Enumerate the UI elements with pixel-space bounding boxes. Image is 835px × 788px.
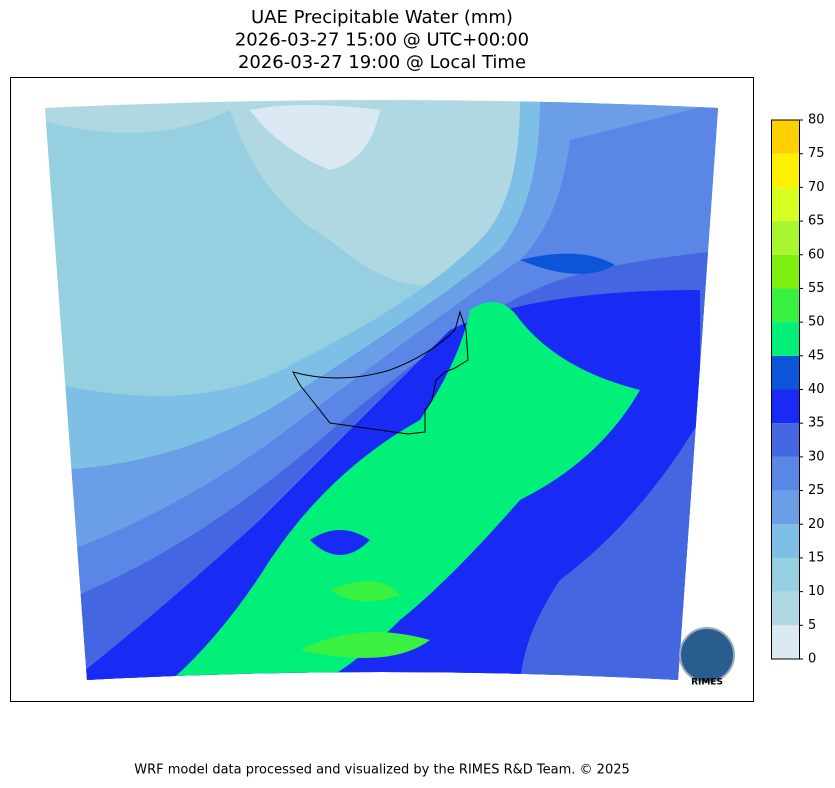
colorbar-tick-label: 25 — [808, 483, 825, 498]
title-line: 2026-03-27 19:00 @ Local Time — [238, 52, 526, 73]
title-block: UAE Precipitable Water (mm)2026-03-27 15… — [235, 7, 529, 73]
colorbar-tick-label: 65 — [808, 214, 825, 229]
colorbar-tick-label: 50 — [808, 315, 825, 330]
colorbar-segment — [771, 591, 799, 626]
colorbar-tick-label: 80 — [808, 113, 825, 128]
colorbar-tick-label: 70 — [808, 180, 825, 195]
map — [45, 100, 718, 680]
colorbar-segment — [771, 389, 799, 424]
colorbar-tick-label: 20 — [808, 517, 825, 532]
title-line: UAE Precipitable Water (mm) — [251, 7, 513, 28]
colorbar-segment — [771, 490, 799, 525]
colorbar-segment — [771, 557, 799, 592]
colorbar-segment — [771, 288, 799, 323]
colorbar-segment — [771, 524, 799, 558]
colorbar-segment — [771, 120, 799, 154]
colorbar-tick-label: 15 — [808, 550, 825, 565]
colorbar: 0 5 10 15 20 25 30 35 40 45 50 55 60 65 70 75 80 — [771, 113, 825, 667]
colorbar-segment — [771, 221, 799, 255]
colorbar-tick-label: 30 — [808, 449, 825, 464]
colorbar-tick-label: 5 — [808, 618, 816, 633]
map-frame — [10, 77, 754, 702]
logo-text: RIMES — [691, 678, 723, 688]
colorbar-segment — [771, 187, 799, 222]
colorbar-segment — [771, 625, 799, 659]
country-border — [292, 310, 469, 435]
field-band — [250, 105, 380, 170]
field-band — [520, 253, 615, 274]
colorbar-segment — [771, 153, 799, 188]
colorbar-tick-label: 55 — [808, 281, 825, 296]
colorbar-segment — [771, 322, 799, 356]
colorbar-tick-label: 45 — [808, 348, 825, 363]
footer: WRF model data processed and visualized … — [134, 763, 630, 778]
field-band — [310, 530, 500, 610]
colorbar-segment — [771, 254, 799, 289]
colorbar-segment — [771, 456, 799, 491]
colorbar-segment — [771, 355, 799, 390]
logo-circle — [679, 627, 735, 683]
colorbar-tick-label: 0 — [808, 652, 816, 667]
field-band — [300, 581, 430, 658]
title-line: 2026-03-27 15:00 @ UTC+00:00 — [235, 30, 529, 51]
colorbar-segment — [771, 423, 799, 457]
colorbar-tick-label: 10 — [808, 584, 825, 599]
colorbar-tick-label: 35 — [808, 416, 825, 431]
field-band — [160, 302, 640, 680]
colorbar-tick-label: 75 — [808, 146, 825, 161]
logo: RIMES — [679, 627, 735, 688]
colorbar-tick-label: 60 — [808, 247, 825, 262]
colorbar-tick-label: 40 — [808, 382, 825, 397]
